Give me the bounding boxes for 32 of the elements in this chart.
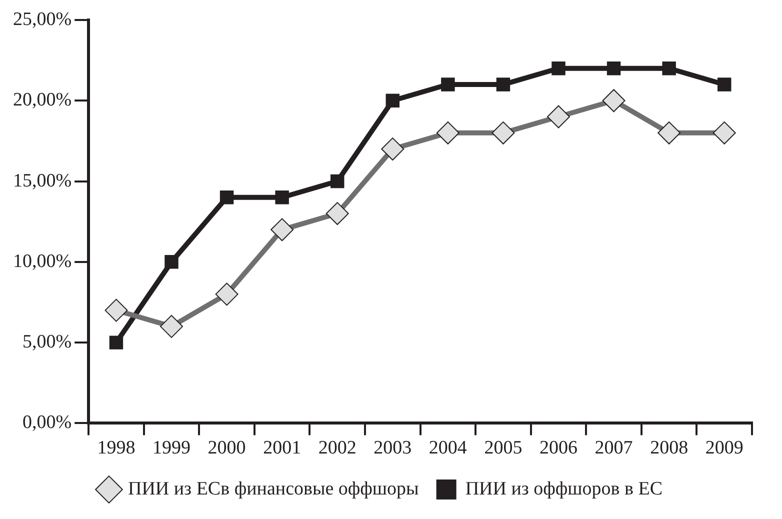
- y-tick-label: 20,00%: [13, 90, 72, 111]
- x-tick-label: 2002: [318, 438, 356, 459]
- x-tick-label: 2003: [374, 438, 412, 459]
- point: [606, 62, 621, 76]
- point: [164, 255, 178, 269]
- legend-label: ПИИ из оффшоров в ЕС: [465, 478, 663, 500]
- point: [275, 190, 289, 204]
- point: [496, 78, 510, 92]
- point: [552, 62, 566, 76]
- point: [441, 78, 455, 92]
- point: [662, 62, 676, 76]
- y-tick-label: 15,00%: [13, 170, 72, 192]
- point: [717, 78, 732, 92]
- x-tick-label: 2008: [650, 438, 688, 459]
- point: [109, 336, 124, 350]
- x-tick-label: 1998: [97, 438, 136, 459]
- x-tick-label: 2005: [484, 438, 522, 459]
- point: [220, 190, 234, 204]
- y-tick-label: 25,00%: [13, 8, 72, 30]
- x-tick-label: 2000: [208, 438, 246, 459]
- x-tick-label: 2009: [705, 438, 744, 459]
- y-tick-label: 5,00%: [22, 332, 72, 353]
- x-tick-label: 2007: [594, 438, 633, 459]
- x-tick-label: 1999: [152, 438, 191, 459]
- legend-label: ПИИ из ЕСв финансовые оффшоры: [128, 478, 420, 500]
- point: [330, 174, 344, 188]
- x-tick-label: 2001: [263, 438, 302, 459]
- point: [386, 94, 400, 108]
- x-tick-label: 2004: [428, 438, 468, 459]
- y-tick-label: 10,00%: [13, 250, 72, 272]
- y-tick-label: 0,00%: [22, 412, 72, 434]
- x-tick-label: 2006: [540, 438, 578, 459]
